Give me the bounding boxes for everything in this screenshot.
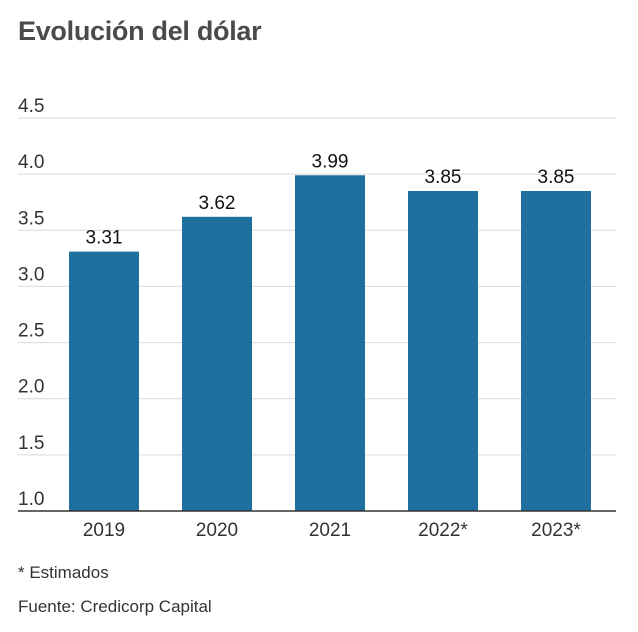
y-tick-label: 1.0 xyxy=(18,489,44,510)
y-tick-label: 2.5 xyxy=(18,321,44,342)
chart-title: Evolución del dólar xyxy=(18,16,262,46)
bar xyxy=(408,190,478,511)
bars xyxy=(69,175,591,511)
bar xyxy=(295,175,365,511)
x-tick-label: 2023* xyxy=(531,520,581,541)
bar-value-label: 3.85 xyxy=(538,167,575,188)
y-tick-label: 1.5 xyxy=(18,433,44,454)
y-axis-ticks: 1.0 1.5 2.0 2.5 3.0 3.5 4.0 4.5 xyxy=(18,96,44,510)
bar xyxy=(69,251,139,511)
bar-value-label: 3.62 xyxy=(199,193,236,214)
x-tick-label: 2022* xyxy=(418,520,468,541)
y-tick-label: 4.0 xyxy=(18,152,44,173)
estimate-note: * Estimados xyxy=(18,563,109,582)
bar xyxy=(521,190,591,511)
y-tick-label: 3.5 xyxy=(18,208,44,229)
x-tick-label: 2019 xyxy=(83,520,125,541)
x-axis-ticks: 2019 2020 2021 2022* 2023* xyxy=(83,520,582,541)
value-labels: 3.31 3.62 3.99 3.85 3.85 xyxy=(86,151,575,248)
x-tick-label: 2021 xyxy=(309,520,351,541)
y-tick-label: 3.0 xyxy=(18,264,44,285)
y-tick-label: 2.0 xyxy=(18,377,44,398)
bar xyxy=(182,216,252,511)
bar-value-label: 3.31 xyxy=(86,228,123,249)
y-tick-label: 4.5 xyxy=(18,96,44,117)
bar-value-label: 3.99 xyxy=(312,151,349,172)
x-tick-label: 2020 xyxy=(196,520,238,541)
bar-value-label: 3.85 xyxy=(425,167,462,188)
source-note: Fuente: Credicorp Capital xyxy=(18,597,212,616)
